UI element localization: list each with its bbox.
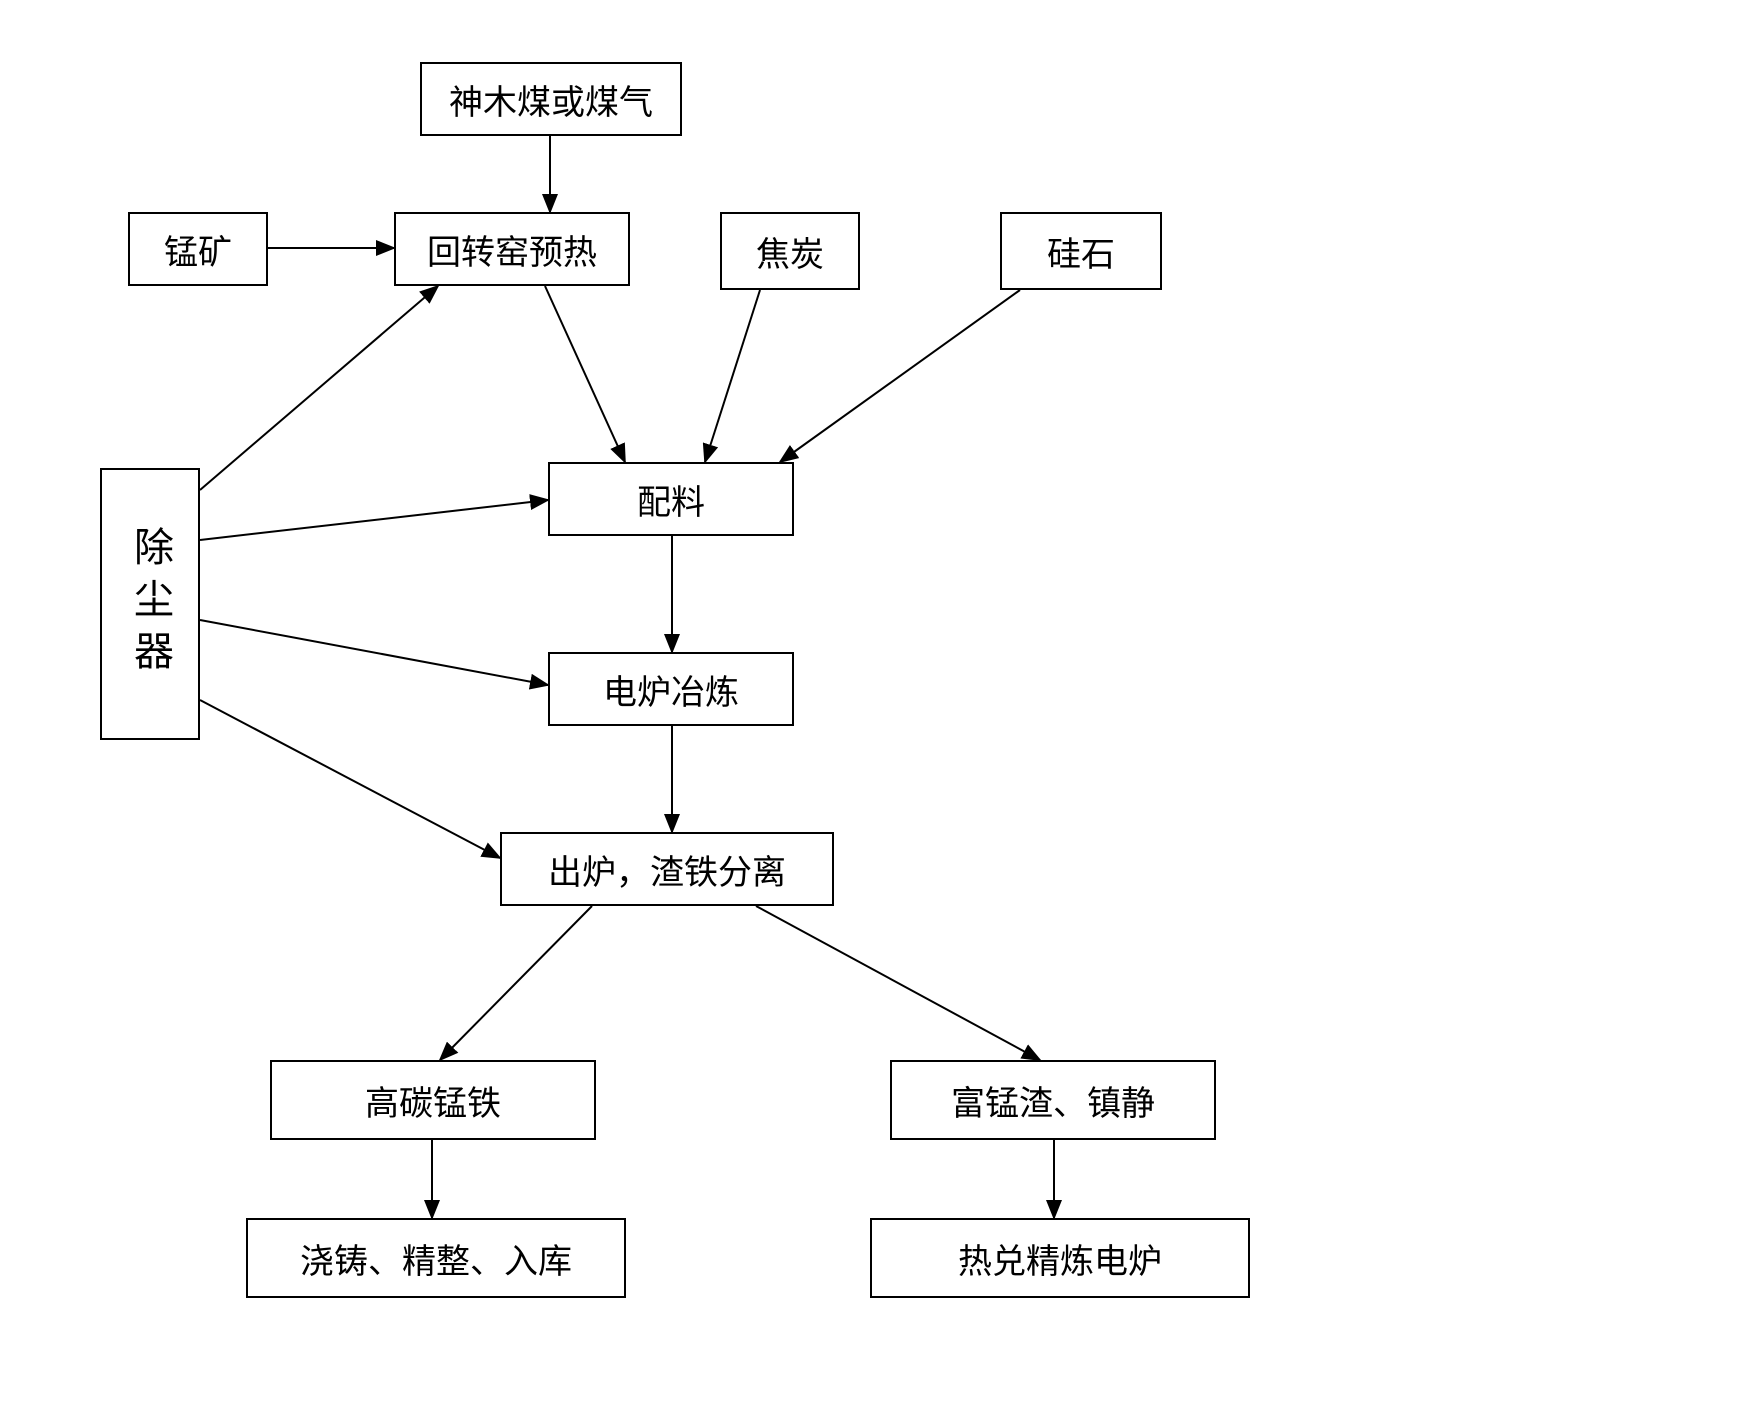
edge-tapping-to-hc_ferromn xyxy=(440,906,592,1060)
edge-dust_collector-to-rotary_kiln xyxy=(200,286,438,490)
node-dust-collector: 除尘器 xyxy=(100,468,200,740)
node-label: 焦炭 xyxy=(756,227,824,276)
node-label: 热兑精炼电炉 xyxy=(958,1234,1162,1283)
node-mn-slag: 富锰渣、镇静 xyxy=(890,1060,1216,1140)
node-label: 出炉，渣铁分离 xyxy=(548,845,786,894)
edge-dust_collector-to-tapping xyxy=(200,700,500,858)
node-rotary-kiln: 回转窑预热 xyxy=(394,212,630,286)
node-silica: 硅石 xyxy=(1000,212,1162,290)
node-casting: 浇铸、精整、入库 xyxy=(246,1218,626,1298)
node-label: 硅石 xyxy=(1047,227,1115,276)
node-batching: 配料 xyxy=(548,462,794,536)
node-label: 回转窑预热 xyxy=(427,225,597,274)
edge-dust_collector-to-batching xyxy=(200,500,548,540)
node-tapping: 出炉，渣铁分离 xyxy=(500,832,834,906)
edge-dust_collector-to-smelting xyxy=(200,620,548,685)
node-coke: 焦炭 xyxy=(720,212,860,290)
node-hc-ferromn: 高碳锰铁 xyxy=(270,1060,596,1140)
node-label: 除尘器 xyxy=(121,526,179,682)
node-label: 电炉冶炼 xyxy=(603,665,739,714)
node-label: 神木煤或煤气 xyxy=(449,75,653,124)
edge-tapping-to-mn_slag xyxy=(756,906,1040,1060)
node-label: 富锰渣、镇静 xyxy=(951,1076,1155,1125)
flowchart-container: 神木煤或煤气 锰矿 回转窑预热 焦炭 硅石 除尘器 配料 电炉冶炼 出炉，渣铁分… xyxy=(0,0,1741,1405)
edge-coke-to-batching xyxy=(705,290,760,462)
node-label: 浇铸、精整、入库 xyxy=(300,1234,572,1283)
node-mn-ore: 锰矿 xyxy=(128,212,268,286)
node-refining: 热兑精炼电炉 xyxy=(870,1218,1250,1298)
node-label: 高碳锰铁 xyxy=(365,1076,501,1125)
flowchart-edges xyxy=(0,0,1741,1405)
node-smelting: 电炉冶炼 xyxy=(548,652,794,726)
node-label: 配料 xyxy=(637,475,705,524)
edge-rotary_kiln-to-batching xyxy=(545,286,625,462)
node-coal-gas: 神木煤或煤气 xyxy=(420,62,682,136)
node-label: 锰矿 xyxy=(164,225,232,274)
edge-silica-to-batching xyxy=(780,290,1020,462)
